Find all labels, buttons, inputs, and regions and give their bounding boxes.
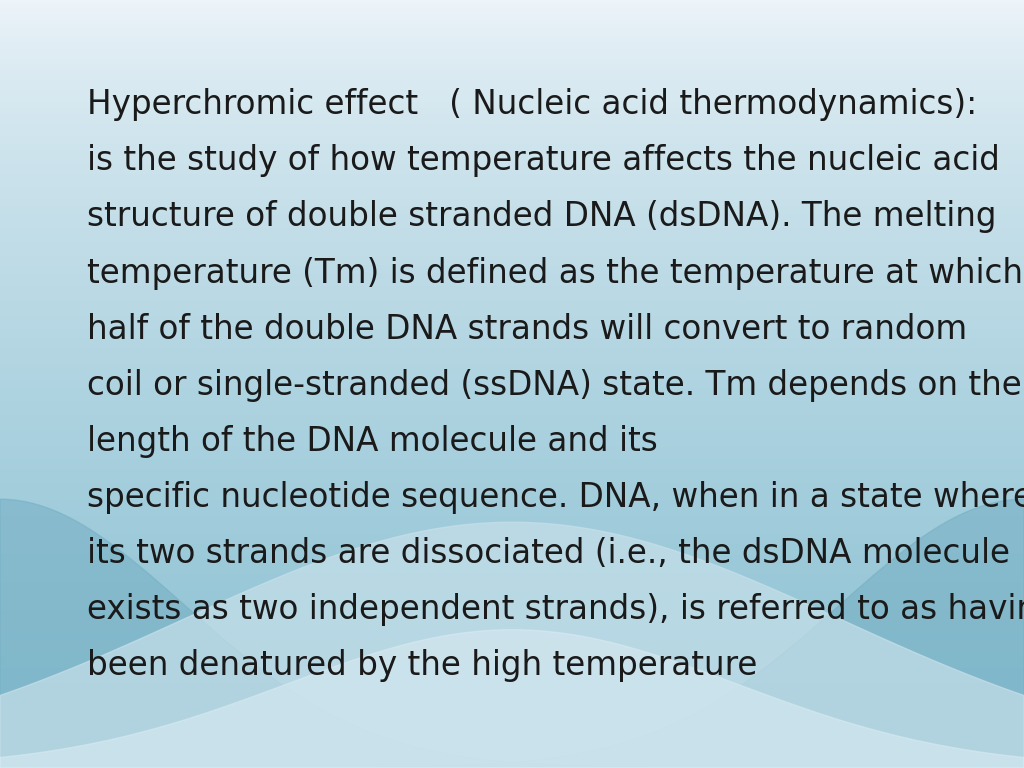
Text: length of the DNA molecule and its: length of the DNA molecule and its	[87, 425, 657, 458]
Text: Hyperchromic effect   ( Nucleic acid thermodynamics):: Hyperchromic effect ( Nucleic acid therm…	[87, 88, 977, 121]
Text: specific nucleotide sequence. DNA, when in a state where: specific nucleotide sequence. DNA, when …	[87, 481, 1024, 514]
Text: coil or single-stranded (ssDNA) state. Tm depends on the: coil or single-stranded (ssDNA) state. T…	[87, 369, 1022, 402]
Text: its two strands are dissociated (i.e., the dsDNA molecule: its two strands are dissociated (i.e., t…	[87, 537, 1010, 570]
Text: structure of double stranded DNA (dsDNA). The melting: structure of double stranded DNA (dsDNA)…	[87, 200, 996, 233]
Text: exists as two independent strands), is referred to as having: exists as two independent strands), is r…	[87, 593, 1024, 626]
Text: is the study of how temperature affects the nucleic acid: is the study of how temperature affects …	[87, 144, 999, 177]
Text: half of the double DNA strands will convert to random: half of the double DNA strands will conv…	[87, 313, 967, 346]
Text: temperature (Tm) is defined as the temperature at which: temperature (Tm) is defined as the tempe…	[87, 257, 1023, 290]
Text: been denatured by the high temperature: been denatured by the high temperature	[87, 649, 758, 682]
